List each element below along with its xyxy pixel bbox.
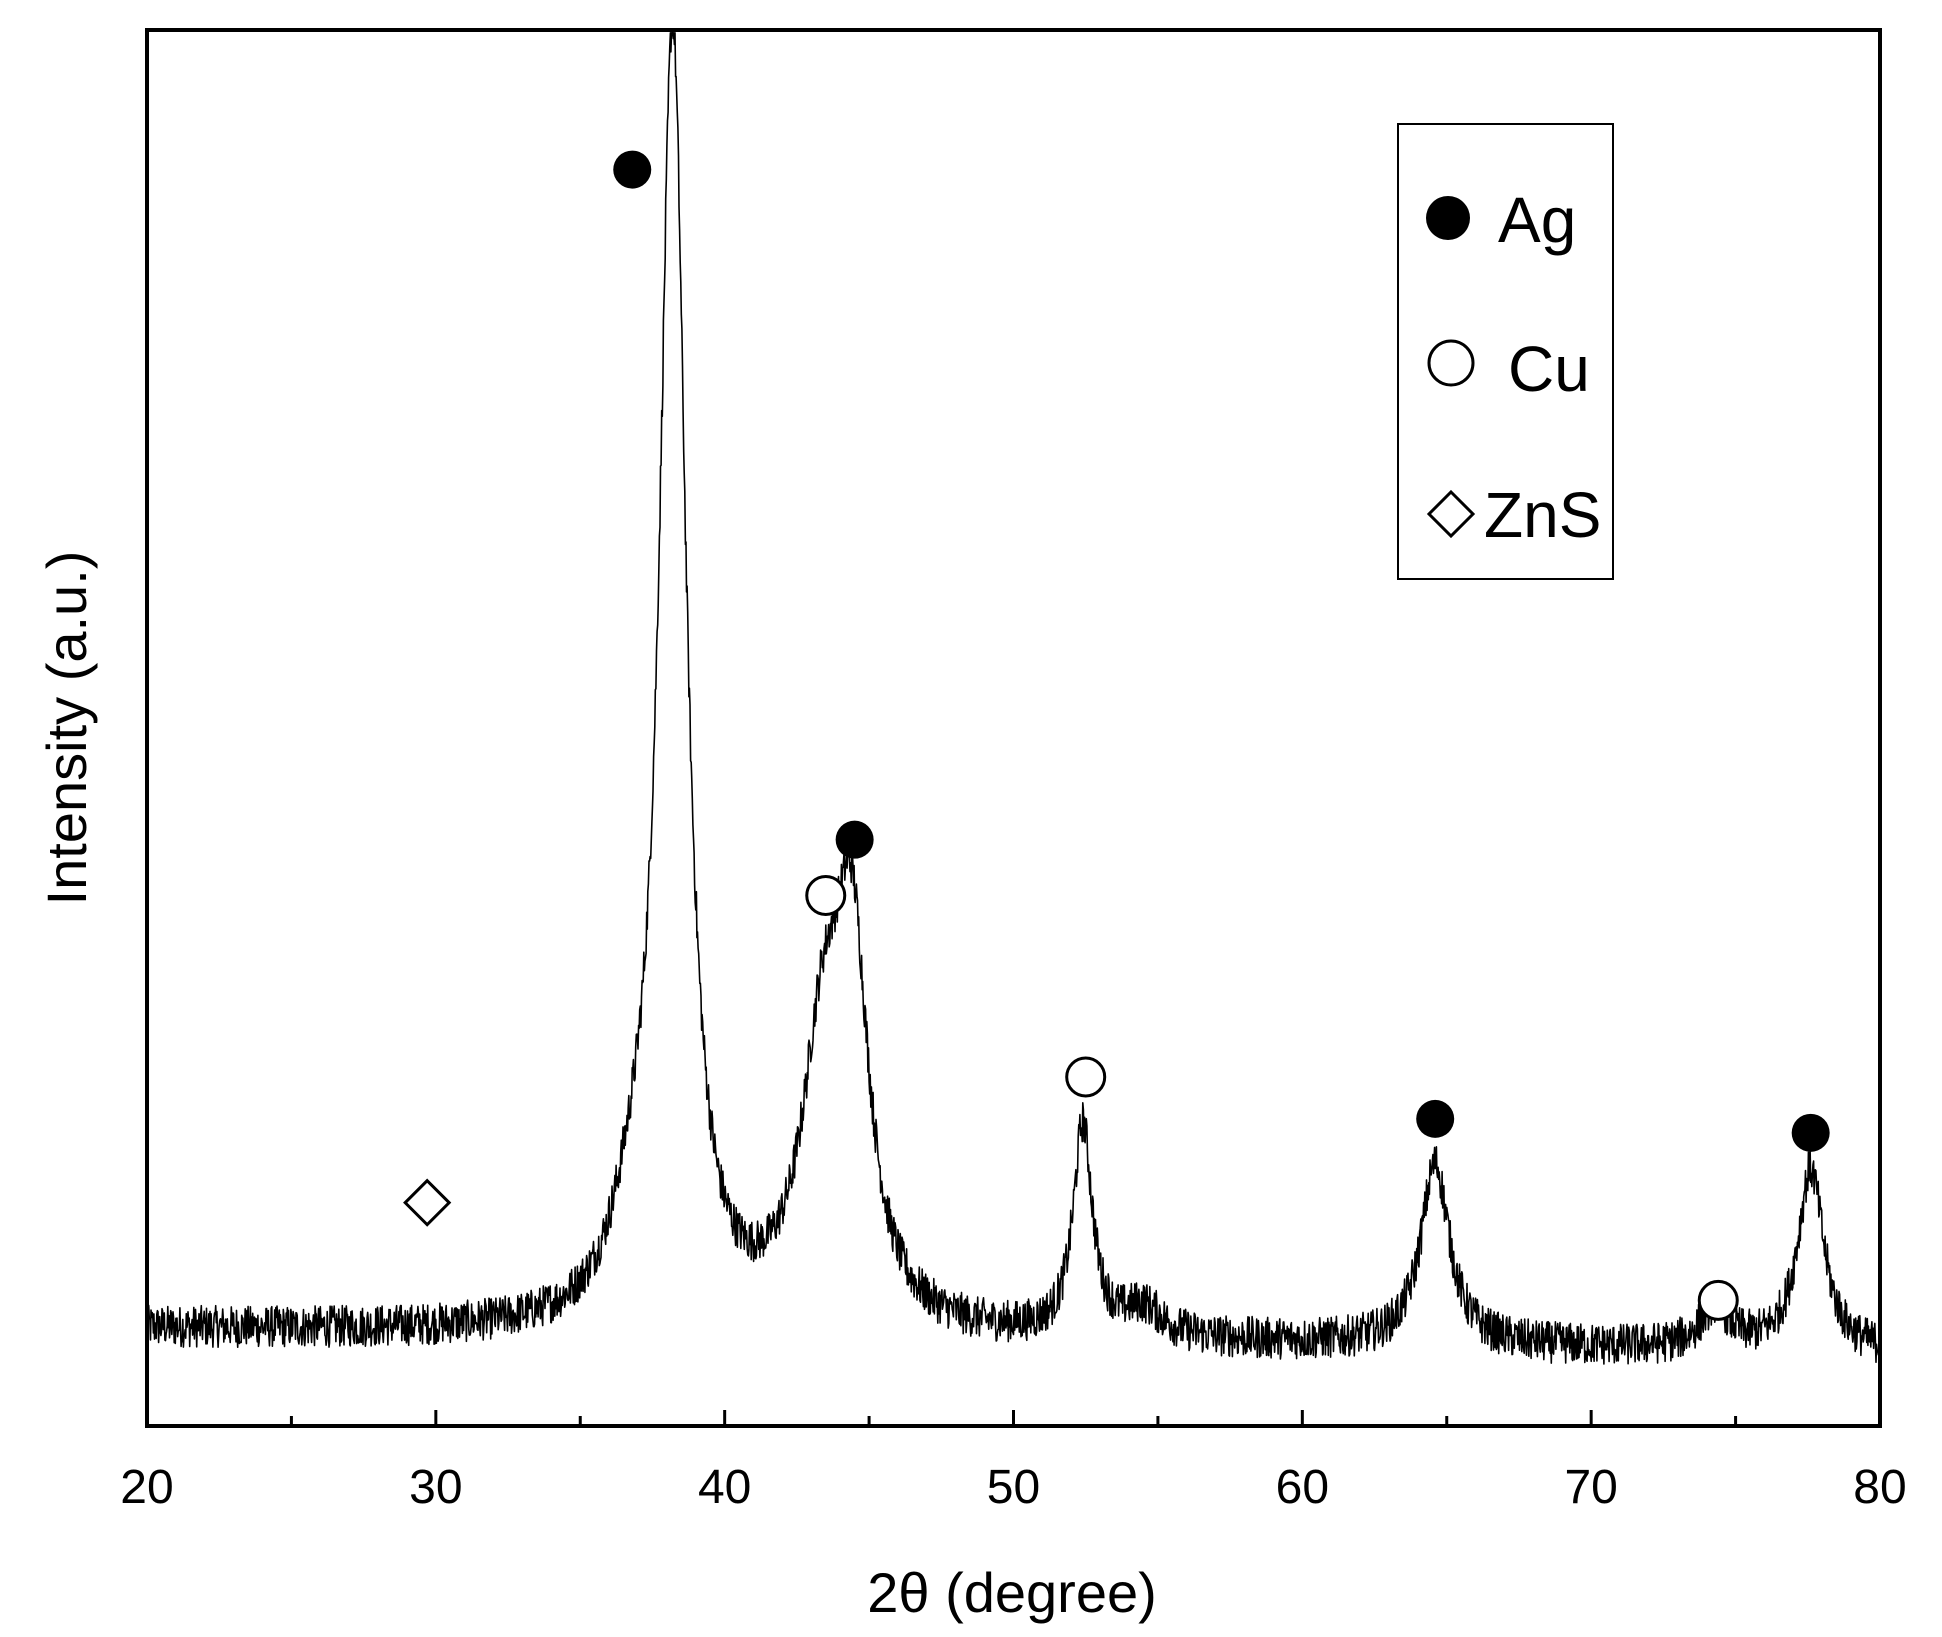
ag-peak-marker-2: [1416, 1099, 1455, 1138]
x-tick-label-20: 20: [120, 1461, 173, 1514]
cu-peak-marker-5: [1065, 1056, 1107, 1098]
legend-cu-label: Cu: [1508, 333, 1590, 405]
plot-frame: [145, 28, 1882, 1428]
x-tick-label-30: 30: [409, 1461, 462, 1514]
legend: Ag Cu ZnS: [1397, 123, 1614, 580]
x-axis-label: 2θ (degree): [867, 1561, 1157, 1624]
legend-zns-label: ZnS: [1484, 479, 1601, 551]
legend-ag-marker: [1426, 196, 1470, 240]
legend-zns-marker: [1426, 489, 1476, 539]
cu-peak-marker-4: [805, 875, 847, 917]
x-axis-tick-labels: 20 30 40 50 60 70 80: [120, 1461, 1906, 1514]
xrd-pattern-line: [146, 31, 1881, 1365]
legend-cu-marker: [1427, 339, 1475, 387]
x-tick-label-60: 60: [1276, 1461, 1329, 1514]
legend-ag-label: Ag: [1498, 184, 1576, 256]
x-tick-label-70: 70: [1564, 1461, 1617, 1514]
y-axis-label: Intensity (a.u.): [35, 551, 98, 906]
ag-peak-marker-3: [1791, 1113, 1830, 1152]
x-tick-label-50: 50: [987, 1461, 1040, 1514]
ag-peak-marker-0: [613, 150, 652, 189]
x-tick-label-40: 40: [698, 1461, 751, 1514]
cu-peak-marker-6: [1697, 1279, 1739, 1321]
zns-peak-marker-7: [403, 1178, 452, 1227]
phase-markers: [403, 150, 1830, 1321]
ag-peak-marker-1: [835, 820, 874, 859]
x-tick-label-80: 80: [1853, 1461, 1906, 1514]
x-axis-ticks: [145, 1410, 1882, 1426]
plot-area: [146, 31, 1881, 1365]
